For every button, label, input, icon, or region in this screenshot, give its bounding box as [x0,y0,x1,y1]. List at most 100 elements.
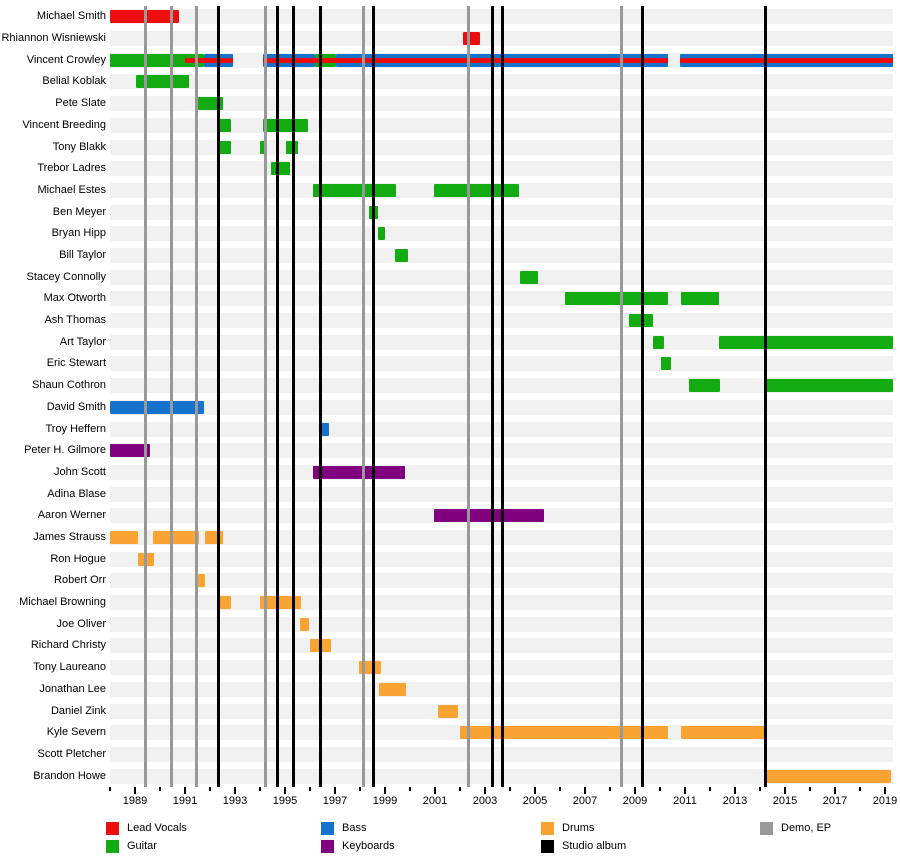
axis-minor-tick [559,787,561,791]
member-label: Troy Heffern [45,422,106,435]
timeline-bar-guitar [433,183,519,197]
axis-minor-tick [359,787,361,791]
legend-label-studio-album: Studio album [562,840,627,852]
timeline-bar-keyboards [110,444,150,458]
member-label: Stacey Connolly [26,270,107,283]
timeline-bar-drums [300,617,309,631]
timeline-bar-guitar [197,97,223,111]
member-label: Rhiannon Wisniewski [1,32,106,45]
axis-minor-tick [259,787,261,791]
demo-ep-line [362,6,366,787]
axis-major-tick [884,787,886,794]
member-label: Art Taylor [59,335,106,348]
timeline-overlay-lead-vocals [185,57,233,63]
demo-ep-line [194,6,198,787]
timeline-bar-guitar [688,379,720,393]
timeline-bar-guitar [718,335,893,349]
timeline-bar-guitar [377,227,385,241]
studio-album-line [276,6,279,787]
timeline-bar-guitar [218,140,232,154]
studio-album-line [491,6,494,787]
demo-ep-line [143,6,147,787]
axis-minor-tick [409,787,411,791]
axis-year-label: 2011 [673,795,697,807]
studio-album-line [372,6,376,787]
member-label: Belial Koblak [42,75,106,88]
legend-label-bass: Bass [342,822,367,834]
member-label: Richard Christy [30,639,106,652]
timeline-bar-guitar [652,335,664,349]
timeline-bar-keyboards [312,465,405,479]
member-label: John Scott [54,465,106,478]
member-label: Michael Estes [37,183,106,196]
timeline-bar-guitar [312,183,397,197]
member-label: Michael Browning [19,596,106,609]
axis-year-label: 2003 [472,795,498,807]
member-label: Eric Stewart [46,357,106,370]
member-label: Tony Laureano [33,661,106,674]
demo-ep-line [263,6,267,787]
timeline-bar-guitar [136,75,189,89]
timeline-bar-guitar [520,270,538,284]
timeline-overlay-lead-vocals [262,57,668,63]
axis-major-tick [684,787,686,794]
demo-ep-line [467,6,471,787]
member-label: Max Otworth [43,292,106,305]
studio-album-line [641,6,644,787]
legend-swatch-guitar [106,840,119,853]
legend-label-demo-ep: Demo, EP [781,822,832,834]
member-label: Kyle Severn [46,726,106,739]
timeline-overlay-lead-vocals [680,57,893,63]
axis-year-label: 2009 [622,795,648,807]
axis-minor-tick [809,787,811,791]
member-label: Ben Meyer [52,205,106,218]
timeline-bar-drums [110,531,138,544]
timeline-bar-guitar [110,53,204,67]
axis-year-label: 2015 [772,795,798,807]
axis-year-label: 1991 [172,795,198,807]
timeline-bar-bass [110,400,204,414]
legend-swatch-demo-ep [760,822,773,835]
member-label: Bryan Hipp [51,227,106,240]
axis-major-tick [784,787,786,794]
axis-minor-tick [509,787,511,791]
member-label: Peter H. Gilmore [24,444,106,457]
timeline-bar-guitar [260,140,267,154]
axis-minor-tick [609,787,611,791]
axis-minor-tick [109,787,111,791]
member-label: Adina Blase [47,487,106,500]
studio-album-line [292,6,296,787]
axis-minor-tick [709,787,711,791]
timeline-bar-guitar [271,162,290,176]
member-label: Aaron Werner [37,509,106,522]
studio-album-line [318,6,322,787]
axis-major-tick [434,787,436,794]
legend-label-keyboards: Keyboards [342,840,395,852]
timeline-bar-guitar [262,118,308,132]
timeline-bar-guitar [661,357,672,371]
axis-year-label: 2013 [722,795,748,807]
demo-ep-line [169,6,173,787]
legend-swatch-drums [541,822,554,835]
legend-label-drums: Drums [562,822,595,834]
axis-major-tick [484,787,486,794]
member-label: Trebor Ladres [37,162,106,175]
axis-major-tick [334,787,336,794]
timeline-bar-bass [318,422,329,436]
axis-major-tick [734,787,736,794]
axis-year-label: 1993 [222,795,248,807]
studio-album-line [501,6,504,787]
member-label: Brandon Howe [33,769,106,782]
timeline-bar-guitar [628,314,653,328]
member-label: Michael Smith [36,10,106,23]
member-label: Scott Pletcher [37,747,106,760]
axis-year-label: 2019 [872,795,898,807]
member-label: Jonathan Lee [39,682,106,695]
timeline-bar-drums [460,726,668,740]
axis-major-tick [134,787,136,794]
studio-album-line [217,6,221,787]
legend-label-guitar: Guitar [127,840,157,852]
legend-swatch-lead-vocals [106,822,119,835]
axis-year-label: 2005 [522,795,548,807]
